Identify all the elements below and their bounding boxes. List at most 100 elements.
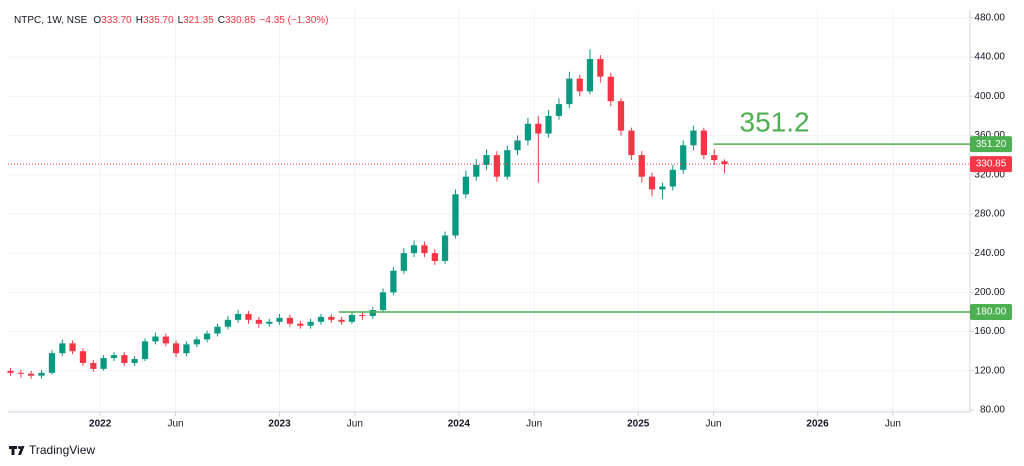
x-tick-label: 2022 <box>89 419 112 430</box>
candle-body <box>69 343 76 352</box>
x-tick-label: 2025 <box>627 419 650 430</box>
level-box <box>970 303 1012 320</box>
candle-body <box>328 316 335 320</box>
level-annotation: 351.2 <box>740 107 810 138</box>
candle-body <box>152 336 159 342</box>
candle-body <box>607 76 614 102</box>
candle-body <box>266 321 273 324</box>
candle-body <box>286 317 294 324</box>
candle-body <box>317 316 325 322</box>
candle-body <box>514 140 521 151</box>
candle-body <box>452 194 459 236</box>
candle-body <box>348 314 356 322</box>
candle-body <box>483 155 490 165</box>
candle-body <box>48 353 56 373</box>
candle-body <box>648 176 656 190</box>
candle-body <box>369 310 376 316</box>
last-price-box <box>970 156 1012 173</box>
y-tick-label: 80.00 <box>980 405 1005 416</box>
candle-body <box>203 333 211 340</box>
candle-body <box>680 145 687 170</box>
x-tick-label: 2023 <box>268 419 291 430</box>
candle-body <box>659 186 666 190</box>
candle-body <box>493 155 501 177</box>
candle-body <box>669 169 676 187</box>
candle-body <box>638 155 645 177</box>
candle-body <box>711 155 718 161</box>
x-tick-label: Jun <box>167 419 183 430</box>
brand: TradingView <box>29 443 95 457</box>
candle-body <box>59 343 66 354</box>
x-tick-label: Jun <box>705 419 721 430</box>
candle-body <box>555 104 563 116</box>
change: −4.35 (−1.30%) <box>260 15 329 26</box>
chart-header: NTPC, 1W, NSE O333.70 H335.70 L321.35 C330.8… <box>14 15 328 26</box>
grid <box>8 10 970 412</box>
open-label: O <box>93 15 101 26</box>
level-label: 180.00 <box>976 307 1007 318</box>
candle-body <box>307 321 314 326</box>
y-tick-label: 440.00 <box>974 52 1005 63</box>
y-tick-label: 360.00 <box>974 130 1005 141</box>
candle-body <box>121 355 128 363</box>
candle-body <box>79 351 87 363</box>
candle-body <box>338 319 345 322</box>
candle-body <box>255 319 263 324</box>
candle-body <box>617 101 625 131</box>
plot <box>7 49 728 379</box>
y-tick-label: 480.00 <box>974 12 1005 23</box>
symbol: NTPC, 1W, NSE <box>14 15 88 26</box>
candle-body <box>193 339 200 345</box>
candle-body <box>141 341 149 360</box>
candle-body <box>214 326 221 334</box>
y-tick-label: 120.00 <box>974 365 1005 376</box>
candle-body <box>441 235 449 262</box>
level-label: 351.20 <box>976 139 1007 150</box>
candle-body <box>700 130 707 156</box>
candle-body <box>131 359 138 363</box>
candle-body <box>535 123 542 134</box>
candle-body <box>690 130 697 146</box>
candle-body <box>276 317 283 322</box>
candle-body <box>17 372 25 374</box>
x-tick-label: Jun <box>526 419 542 430</box>
candle-body <box>297 323 304 326</box>
y-tick-label: 200.00 <box>974 287 1005 298</box>
low-label: L <box>178 15 184 26</box>
candle-body <box>576 78 583 92</box>
y-tick-label: 240.00 <box>974 248 1005 259</box>
candle-body <box>359 314 366 316</box>
brand-logo <box>9 446 25 455</box>
high: 335.70 <box>143 15 174 26</box>
candle-body <box>628 130 635 156</box>
low: 321.35 <box>183 15 214 26</box>
candle-body <box>90 362 97 369</box>
candle-body <box>172 343 180 354</box>
y-tick-label: 400.00 <box>974 91 1005 102</box>
candle-body <box>7 370 14 373</box>
candle-body <box>566 78 573 105</box>
candle-body <box>379 292 387 311</box>
candle-body <box>586 59 594 92</box>
x-tick-label: Jun <box>347 419 363 430</box>
candle-body <box>100 358 107 369</box>
candle-body <box>462 176 469 195</box>
candle-body <box>721 161 728 165</box>
candle-body <box>473 164 480 177</box>
candle-body <box>234 313 242 320</box>
candle-body <box>110 355 118 359</box>
y-tick-label: 160.00 <box>974 326 1005 337</box>
high-label: H <box>136 15 143 26</box>
candle-body <box>183 344 190 354</box>
candle-body <box>545 115 552 134</box>
close-label: C <box>218 15 225 26</box>
candle-body <box>410 245 418 254</box>
x-tick-label: 2026 <box>806 419 829 430</box>
last-price-label: 330.85 <box>976 159 1007 170</box>
x-tick-label: Jun <box>885 419 901 430</box>
level-box <box>970 136 1012 153</box>
candle-body <box>597 59 604 77</box>
y-tick-label: 280.00 <box>974 209 1005 220</box>
candle-body <box>431 253 438 262</box>
